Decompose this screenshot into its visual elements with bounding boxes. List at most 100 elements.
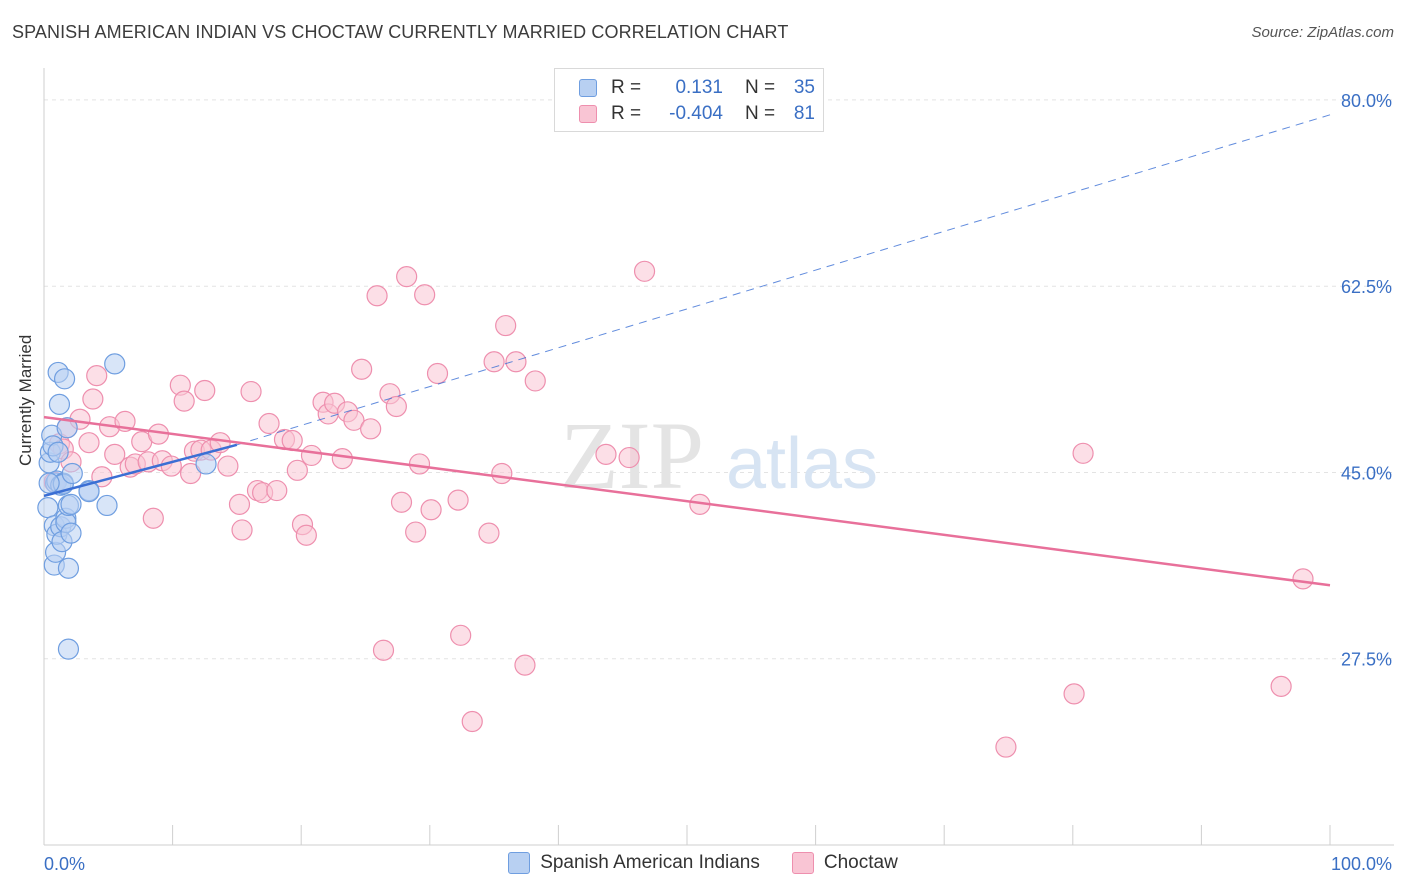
trend-lines	[43, 114, 1331, 587]
y-tick-label: 80.0%	[1341, 91, 1392, 111]
legend-n-label: N =	[745, 103, 776, 124]
legend-swatch-pink	[579, 105, 597, 123]
choctaw-trend-line	[43, 415, 1331, 587]
legend-r-value: 0.131	[675, 77, 723, 98]
choctaw-point	[405, 521, 427, 543]
spanish-american-indian-point	[57, 557, 80, 579]
spanish-american-indian-point	[78, 481, 100, 503]
choctaw-point	[483, 351, 505, 373]
choctaw-point	[408, 453, 431, 475]
series-legend-item-choctaw[interactable]: Choctaw	[791, 852, 898, 874]
choctaw-point	[366, 285, 388, 307]
choctaw-point	[390, 491, 413, 513]
spanish-american-indian-point	[96, 494, 118, 517]
spanish-american-indian-points	[37, 353, 217, 660]
axes	[43, 68, 1394, 846]
series-legend: Spanish American Indians Choctaw	[0, 852, 1406, 874]
choctaw-point	[86, 365, 108, 387]
spanish-american-indian-point	[104, 353, 126, 375]
choctaw-point	[142, 507, 164, 529]
legend-swatch-blue	[579, 79, 597, 97]
spanish-american-indian-point	[53, 368, 76, 390]
choctaw-point	[995, 736, 1017, 758]
choctaw-points	[43, 260, 1314, 758]
correlation-legend: R = 0.131 N = 35 R = -0.404 N = 81	[554, 68, 824, 132]
choctaw-point	[180, 462, 202, 485]
choctaw-point	[173, 390, 195, 412]
choctaw-point	[385, 395, 407, 418]
series-legend-item-spanish-american-indians[interactable]: Spanish American Indians	[508, 852, 760, 874]
choctaw-point	[258, 412, 280, 435]
choctaw-point	[491, 462, 513, 485]
choctaw-point	[266, 479, 288, 502]
spanish-american-indian-trend-line	[43, 443, 238, 498]
y-tick-label: 62.5%	[1341, 277, 1392, 297]
choctaw-point	[495, 314, 517, 337]
choctaw-point	[414, 284, 436, 306]
spanish-american-indian-point	[195, 453, 217, 475]
choctaw-point	[228, 493, 251, 515]
watermark: ZIP atlas	[560, 402, 878, 509]
choctaw-point	[1292, 568, 1314, 590]
spanish-american-indian-point	[60, 493, 82, 515]
choctaw-point	[360, 418, 382, 440]
x-tick-label-max: 100.0%	[1331, 854, 1392, 874]
y-tick-label: 45.0%	[1341, 463, 1392, 483]
spanish-american-indian-point	[61, 462, 83, 485]
spanish-american-indian-point	[47, 441, 69, 463]
choctaw-point	[396, 266, 418, 288]
choctaw-point	[633, 260, 656, 282]
choctaw-point	[300, 444, 323, 467]
x-tick-labels: 0.0% 100.0%	[44, 854, 1392, 874]
chart-title: SPANISH AMERICAN INDIAN VS CHOCTAW CURRE…	[12, 22, 789, 42]
gridlines	[44, 99, 1394, 660]
choctaw-point	[82, 388, 104, 410]
choctaw-point	[231, 519, 253, 541]
legend-row-choctaw: R = -0.404 N = 81	[579, 102, 815, 126]
spanish-american-indian-point	[56, 417, 78, 439]
choctaw-point	[343, 409, 365, 431]
choctaw-point	[524, 370, 546, 392]
legend-n-value: 35	[793, 77, 815, 98]
spanish-american-indian-point	[60, 522, 82, 544]
y-tick-labels: 27.5% 45.0% 62.5% 80.0%	[1341, 91, 1392, 670]
legend-n-label: N =	[745, 77, 776, 98]
choctaw-point	[351, 358, 373, 380]
choctaw-point	[595, 443, 617, 465]
choctaw-point	[104, 443, 126, 465]
spanish-american-indian-point	[57, 638, 80, 660]
choctaw-point	[78, 432, 100, 454]
series-legend-label: Spanish American Indians	[540, 852, 760, 873]
legend-r-label: R =	[611, 77, 642, 98]
choctaw-point	[505, 351, 527, 373]
series-swatch-blue	[508, 852, 531, 874]
choctaw-point	[372, 639, 395, 661]
legend-n-value: 81	[793, 103, 815, 124]
choctaw-point	[514, 654, 536, 676]
series-swatch-pink	[791, 852, 814, 874]
spanish-american-indian-point	[48, 393, 71, 415]
source-credit: Source: ZipAtlas.com	[1251, 24, 1394, 41]
choctaw-point	[461, 710, 483, 733]
spanish-american-indian-point	[37, 496, 59, 519]
choctaw-point	[450, 624, 472, 646]
series-legend-label: Choctaw	[823, 852, 898, 873]
choctaw-point	[478, 522, 500, 544]
spanish-american-indian-point	[38, 472, 60, 494]
choctaw-point	[331, 448, 353, 470]
x-tick-label-min: 0.0%	[44, 854, 85, 874]
choctaw-point	[420, 499, 442, 521]
choctaw-point	[618, 446, 640, 469]
watermark-atlas: atlas	[726, 424, 878, 504]
y-axis-label: Currently Married	[16, 334, 35, 466]
choctaw-point	[1270, 675, 1292, 698]
choctaw-point	[286, 459, 308, 481]
choctaw-point	[426, 362, 449, 385]
legend-r-value: -0.404	[669, 103, 723, 124]
choctaw-point	[1063, 683, 1085, 705]
choctaw-point	[217, 455, 239, 477]
legend-row-spanish-american-indians: R = 0.131 N = 35	[579, 76, 815, 100]
choctaw-point	[194, 379, 216, 402]
choctaw-point	[240, 380, 262, 403]
